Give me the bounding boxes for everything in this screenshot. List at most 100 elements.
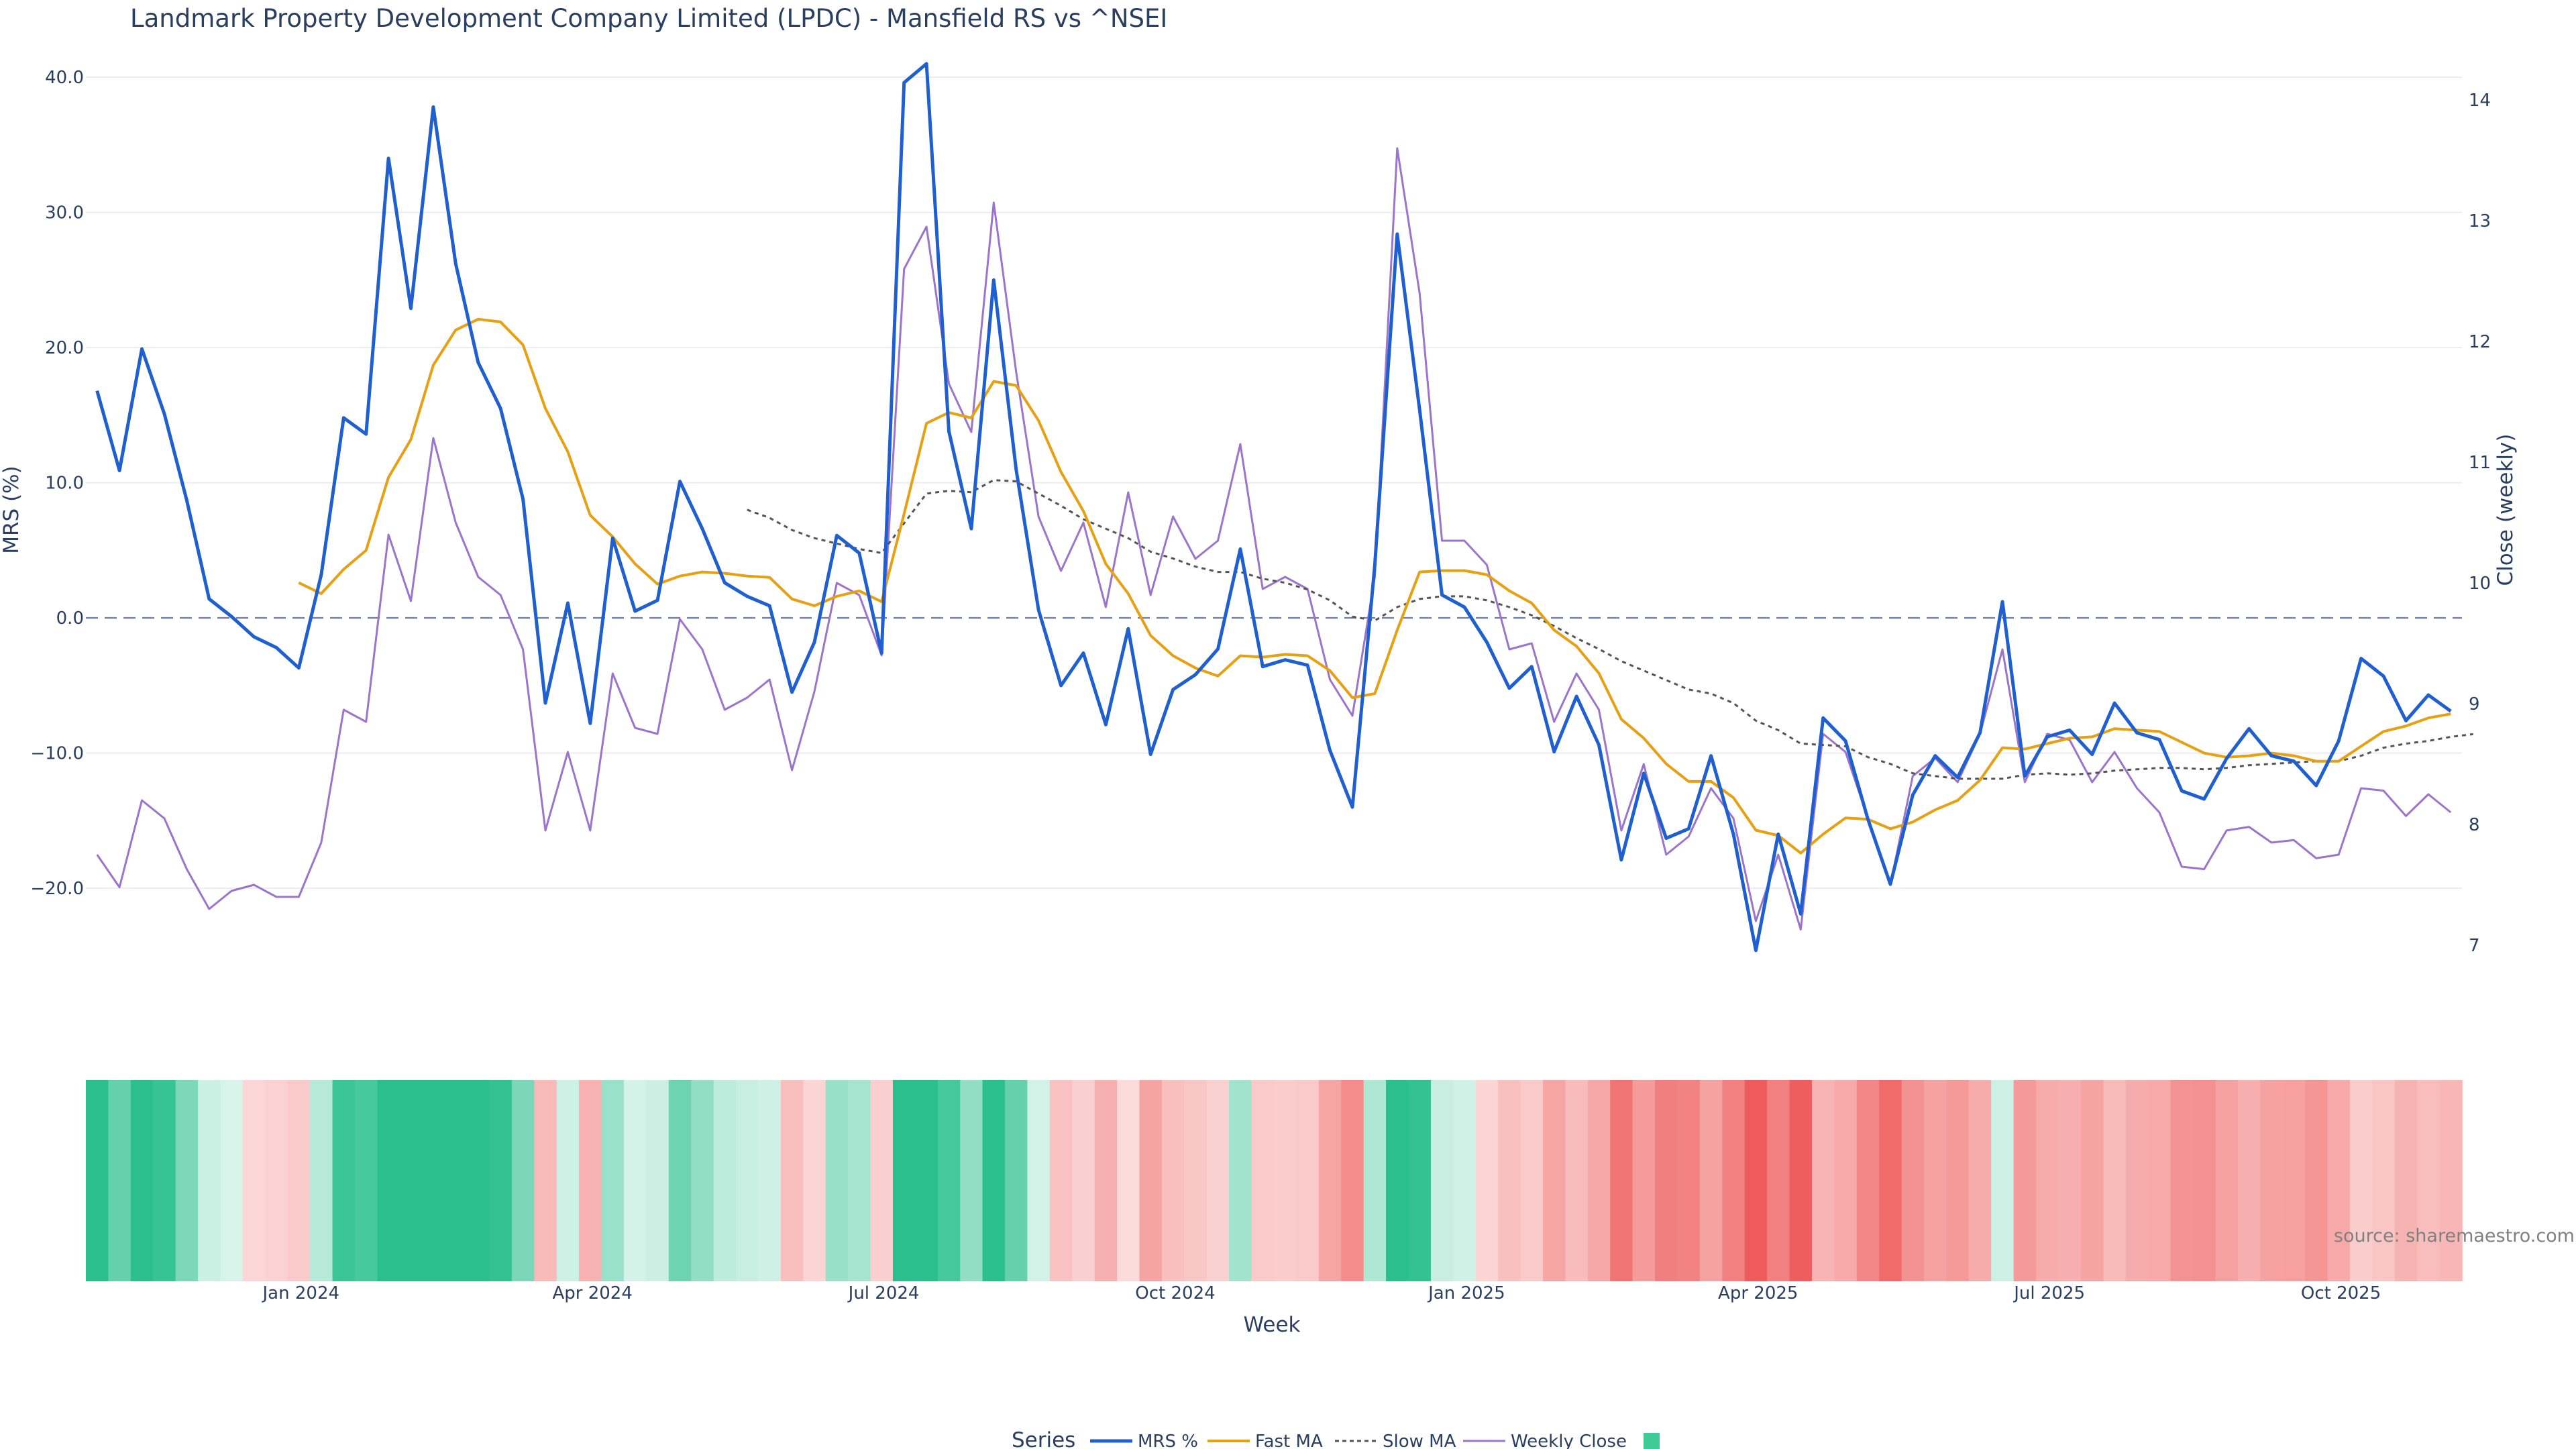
heat-cell: [1677, 1080, 1701, 1281]
heat-cell: [534, 1080, 557, 1281]
heat-cell: [1296, 1080, 1320, 1281]
heat-cell: [1408, 1080, 1432, 1281]
heat-cell: [780, 1080, 804, 1281]
heat-cell: [1632, 1080, 1656, 1281]
heat-cell: [2148, 1080, 2171, 1281]
legend-label-slow-ma: Slow MA: [1383, 1432, 1456, 1449]
heat-cell: [1699, 1080, 1723, 1281]
y2-axis-title: Close (weekly): [2493, 434, 2518, 586]
heat-cell: [1498, 1080, 1521, 1281]
heat-cell: [2125, 1080, 2149, 1281]
heat-cell: [1117, 1080, 1140, 1281]
series-line-slow-ma: [747, 479, 2473, 780]
x-axis-ticks: Jan 2024 Apr 2024 Jul 2024 Oct 2024 Jan 2025…: [262, 1283, 2381, 1303]
heat-cell: [1542, 1080, 1566, 1281]
heat-cell: [220, 1080, 244, 1281]
heat-cell: [130, 1080, 154, 1281]
heat-cell: [332, 1080, 356, 1281]
x-tick-label: Jan 2024: [262, 1283, 340, 1303]
y2-tick-label: 14: [2469, 91, 2491, 111]
y2-tick-label: 10: [2469, 574, 2491, 594]
heat-cell: [758, 1080, 782, 1281]
heat-cell: [2372, 1080, 2396, 1281]
heat-cell: [2036, 1080, 2059, 1281]
heat-cell: [1565, 1080, 1589, 1281]
heat-cell: [1363, 1080, 1387, 1281]
heat-cell: [2215, 1080, 2239, 1281]
y-axis-ticks: 40.0 30.0 20.0 10.0 0.0 −10.0 −20.0: [30, 68, 84, 899]
y2-tick-label: 11: [2469, 453, 2491, 473]
y2-tick-label: 8: [2469, 815, 2480, 835]
legend-label-weekly-close: Weekly Close: [1511, 1432, 1627, 1449]
x-axis-title: Week: [1244, 1313, 1301, 1337]
legend-swatch-heatmap: [1644, 1433, 1660, 1449]
heat-cell: [2170, 1080, 2194, 1281]
legend: Series MRS % Fast MA Slow MA Weekly Clos…: [1012, 1428, 1660, 1449]
legend-label-fast-ma: Fast MA: [1255, 1432, 1323, 1449]
series-line-mrs: [95, 62, 2452, 953]
heat-cell: [2417, 1080, 2440, 1281]
x-tick-label: Apr 2024: [552, 1283, 632, 1303]
x-tick-label: Oct 2024: [1135, 1283, 1215, 1303]
heat-cell: [399, 1080, 423, 1281]
heat-cell: [1341, 1080, 1364, 1281]
heat-cell: [2394, 1080, 2418, 1281]
heat-cell: [1229, 1080, 1252, 1281]
heat-cell: [242, 1080, 266, 1281]
heat-cell: [601, 1080, 625, 1281]
heatmap-strip: [86, 1080, 2463, 1281]
heat-cell: [1094, 1080, 1118, 1281]
heat-cell: [1206, 1080, 1230, 1281]
heat-cell: [1318, 1080, 1342, 1281]
heat-cell: [2237, 1080, 2261, 1281]
heat-cell: [444, 1080, 468, 1281]
heat-cell: [511, 1080, 535, 1281]
heat-cell: [1072, 1080, 1095, 1281]
heat-cell: [982, 1080, 1006, 1281]
legend-title: Series: [1012, 1428, 1075, 1449]
heat-cell: [579, 1080, 602, 1281]
heat-cell: [713, 1080, 737, 1281]
heat-cell: [310, 1080, 333, 1281]
heat-cell: [870, 1080, 894, 1281]
heat-cell: [153, 1080, 176, 1281]
heat-cell: [1161, 1080, 1185, 1281]
heat-cell: [2193, 1080, 2216, 1281]
heat-cell: [1587, 1080, 1611, 1281]
x-tick-label: Jul 2024: [847, 1283, 920, 1303]
x-tick-label: Jan 2025: [1427, 1283, 1505, 1303]
heat-cell: [2327, 1080, 2351, 1281]
legend-label-mrs: MRS %: [1138, 1432, 1198, 1449]
heat-cell: [1453, 1080, 1477, 1281]
heat-cell: [736, 1080, 759, 1281]
heat-cell: [1946, 1080, 1970, 1281]
heat-cell: [377, 1080, 400, 1281]
heat-cell: [2013, 1080, 2037, 1281]
heat-cell: [1049, 1080, 1073, 1281]
heat-cell: [2103, 1080, 2127, 1281]
y-tick-label: 0.0: [56, 608, 84, 629]
series-lines: [95, 62, 2473, 953]
heat-cell: [287, 1080, 311, 1281]
heat-cell: [1991, 1080, 2015, 1281]
heat-cell: [2260, 1080, 2284, 1281]
heat-cell: [668, 1080, 692, 1281]
heat-cell: [960, 1080, 983, 1281]
heat-cell: [1610, 1080, 1633, 1281]
heat-cell: [1274, 1080, 1297, 1281]
y-tick-label: 30.0: [45, 203, 84, 223]
series-line-weekly-close: [96, 147, 2452, 931]
heat-cell: [556, 1080, 580, 1281]
heat-cell: [1430, 1080, 1454, 1281]
heat-cell: [915, 1080, 938, 1281]
y2-tick-label: 12: [2469, 332, 2491, 352]
heat-cell: [1722, 1080, 1746, 1281]
heat-cell: [646, 1080, 669, 1281]
grid-lines: [86, 76, 2462, 890]
y2-tick-label: 7: [2469, 936, 2480, 956]
heat-cell: [422, 1080, 445, 1281]
heat-cell: [1475, 1080, 1499, 1281]
heat-cell: [1924, 1080, 1947, 1281]
heat-cell: [937, 1080, 961, 1281]
